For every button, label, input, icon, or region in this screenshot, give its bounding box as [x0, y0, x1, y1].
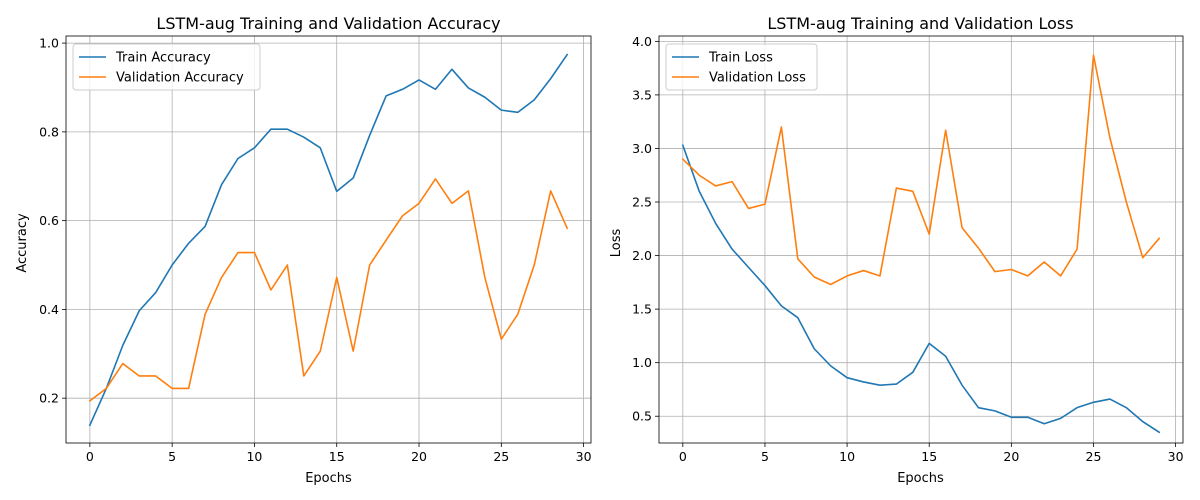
accuracy-x-tick-label: 10 — [246, 449, 262, 464]
accuracy-x-tick-label: 0 — [86, 449, 94, 464]
accuracy-x-tick-label: 5 — [168, 449, 176, 464]
loss-x-axis-label: Epochs — [897, 471, 944, 486]
loss-y-tick-label: 1.5 — [632, 302, 652, 317]
accuracy-series-line-validation — [88, 178, 569, 402]
accuracy-x-tick-label: 25 — [493, 449, 509, 464]
accuracy-x-tick-label: 15 — [329, 449, 345, 464]
accuracy-legend-label: Train Accuracy — [115, 51, 211, 66]
loss-series-line-validation — [681, 54, 1161, 286]
accuracy-chart-title: LSTM-aug Training and Validation Accurac… — [156, 14, 500, 33]
accuracy-y-tick-label: 0.6 — [39, 213, 59, 228]
accuracy-x-axis-label: Epochs — [305, 471, 352, 486]
loss-chart: LSTM-aug Training and Validation Loss Ep… — [609, 14, 1184, 486]
loss-legend-label: Validation Loss — [709, 71, 806, 86]
accuracy-y-tick-label: 1.0 — [39, 36, 59, 51]
loss-x-tick-label: 15 — [921, 449, 937, 464]
loss-chart-title: LSTM-aug Training and Validation Loss — [767, 14, 1073, 33]
loss-x-tick-label: 0 — [679, 449, 687, 464]
loss-y-tick-label: 2.5 — [632, 195, 652, 210]
loss-y-tick-label: 3.0 — [632, 141, 652, 156]
loss-x-tick-label: 20 — [1003, 449, 1019, 464]
loss-plot-frame — [658, 35, 1184, 444]
loss-legend — [665, 43, 818, 91]
accuracy-x-tick-label: 20 — [411, 449, 427, 464]
loss-y-tick-label: 3.5 — [632, 87, 652, 102]
accuracy-plot-frame — [65, 35, 592, 444]
loss-legend-label: Train Loss — [708, 51, 773, 66]
loss-x-tick-label: 25 — [1086, 449, 1102, 464]
loss-x-tick-label: 5 — [761, 449, 769, 464]
loss-y-tick-label: 4.0 — [632, 34, 652, 49]
accuracy-y-axis-label: Accuracy — [15, 213, 30, 273]
accuracy-y-tick-label: 0.4 — [39, 302, 59, 317]
loss-y-tick-label: 1.0 — [632, 355, 652, 370]
loss-y-tick-label: 0.5 — [632, 409, 652, 424]
accuracy-x-tick-label: 30 — [576, 449, 592, 464]
loss-x-tick-label: 10 — [839, 449, 855, 464]
accuracy-chart: LSTM-aug Training and Validation Accurac… — [15, 14, 592, 486]
loss-y-axis-label: Loss — [609, 229, 624, 258]
accuracy-legend-label: Validation Accuracy — [116, 71, 244, 86]
accuracy-y-tick-label: 0.2 — [39, 391, 59, 406]
accuracy-legend — [72, 43, 261, 91]
loss-x-tick-label: 30 — [1168, 449, 1184, 464]
loss-series-line-train — [681, 144, 1161, 434]
accuracy-series-line-train — [88, 53, 569, 427]
loss-y-tick-label: 2.0 — [632, 248, 652, 263]
accuracy-y-tick-label: 0.8 — [39, 124, 59, 139]
